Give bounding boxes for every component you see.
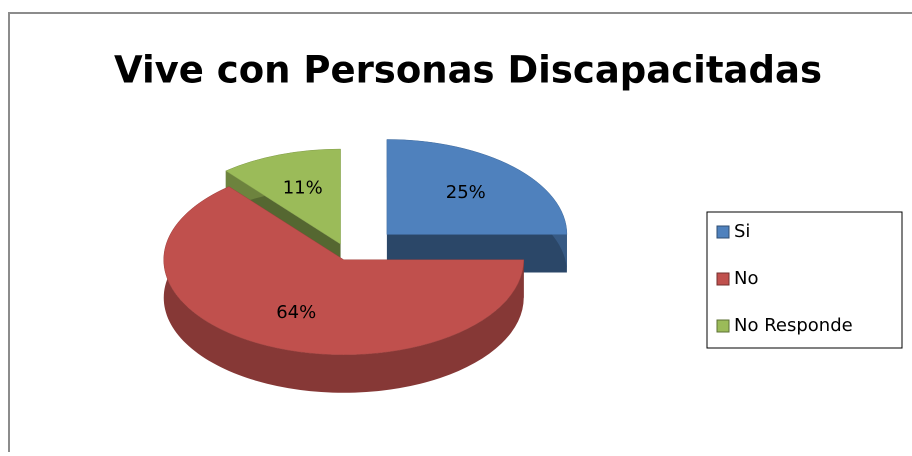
slice — [163, 186, 524, 355]
slice — [386, 139, 568, 235]
legend-marker — [716, 319, 730, 333]
legend-marker — [716, 225, 730, 239]
slice — [225, 148, 341, 245]
chart-title: Vive con Personas Discapacitadas — [114, 49, 822, 92]
legend-label: Si — [734, 221, 750, 242]
legend-label: No Responde — [734, 315, 853, 336]
data-label: 64% — [276, 302, 316, 323]
legend-label: No — [734, 268, 758, 289]
legend-box — [706, 211, 903, 349]
data-label: 11% — [283, 178, 323, 199]
legend-marker — [716, 272, 730, 286]
data-label: 25% — [446, 182, 486, 203]
